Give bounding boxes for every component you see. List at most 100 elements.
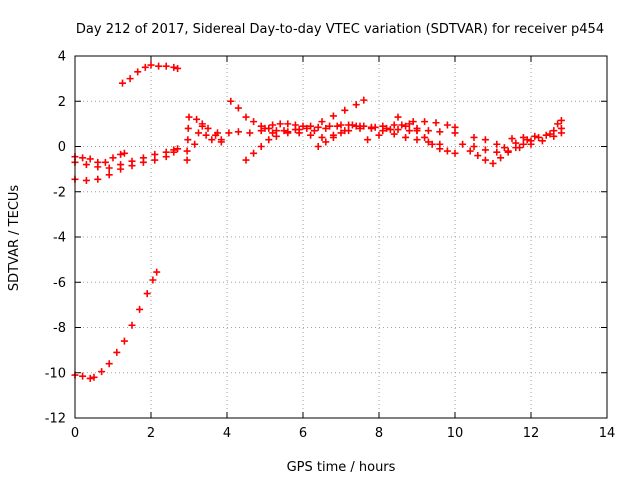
series-arc-r xyxy=(470,129,565,152)
data-point xyxy=(79,154,87,162)
data-point xyxy=(405,127,413,135)
data-point xyxy=(497,154,505,162)
data-point xyxy=(101,158,109,166)
data-point xyxy=(413,127,421,135)
data-point xyxy=(459,140,467,148)
data-point xyxy=(204,124,212,132)
chart-title: Day 212 of 2017, Sidereal Day-to-day VTE… xyxy=(76,22,604,37)
data-point xyxy=(493,148,501,156)
data-point xyxy=(322,124,330,132)
x-tick-label: 10 xyxy=(447,426,464,441)
data-point xyxy=(394,113,402,121)
data-point xyxy=(432,119,440,127)
data-point xyxy=(500,144,508,152)
data-point xyxy=(284,120,292,128)
data-point xyxy=(333,122,341,130)
data-point xyxy=(162,62,170,70)
data-point xyxy=(481,146,489,154)
data-point xyxy=(234,128,242,136)
data-point xyxy=(554,120,562,128)
data-point xyxy=(257,122,265,130)
data-point xyxy=(542,131,550,139)
data-point xyxy=(394,126,402,134)
x-tick-label: 12 xyxy=(523,426,540,441)
series-arc-n xyxy=(394,113,459,157)
data-point xyxy=(134,68,142,76)
data-point xyxy=(227,97,235,105)
x-tick-label: 4 xyxy=(223,426,231,441)
data-point xyxy=(105,360,113,368)
data-point xyxy=(424,127,432,135)
data-point xyxy=(386,126,394,134)
data-point xyxy=(250,149,258,157)
series-arc-low xyxy=(71,268,161,382)
data-point xyxy=(307,122,315,130)
data-point xyxy=(345,127,353,135)
data-point xyxy=(451,149,459,157)
data-point xyxy=(508,135,516,143)
data-point xyxy=(105,171,113,179)
data-point xyxy=(303,124,311,132)
data-point xyxy=(326,122,334,130)
data-point xyxy=(413,136,421,144)
data-point xyxy=(217,138,225,146)
data-point xyxy=(318,118,326,126)
series-arc-j xyxy=(261,120,307,132)
data-point xyxy=(402,133,410,141)
data-point xyxy=(337,129,345,137)
data-point xyxy=(117,150,125,158)
data-point xyxy=(322,138,330,146)
series-arc-d xyxy=(183,113,193,164)
data-point xyxy=(242,113,250,121)
data-point xyxy=(193,115,201,123)
data-point xyxy=(352,101,360,109)
data-point xyxy=(126,75,134,83)
y-tick-label: -2 xyxy=(53,185,66,200)
data-point xyxy=(151,150,159,158)
data-point xyxy=(405,120,413,128)
data-point xyxy=(436,128,444,136)
data-point xyxy=(443,147,451,155)
data-point xyxy=(421,133,429,141)
x-tick-label: 14 xyxy=(599,426,616,441)
data-point xyxy=(436,145,444,153)
data-point xyxy=(174,64,182,72)
data-point xyxy=(421,118,429,126)
data-points xyxy=(71,61,565,382)
data-point xyxy=(183,156,191,164)
data-point xyxy=(523,136,531,144)
data-point xyxy=(535,133,543,141)
data-point xyxy=(481,136,489,144)
data-point xyxy=(428,140,436,148)
data-point xyxy=(284,129,292,137)
data-point xyxy=(531,132,539,140)
data-point xyxy=(504,147,512,155)
data-point xyxy=(269,129,277,137)
data-point xyxy=(451,123,459,131)
data-point xyxy=(269,121,277,129)
data-point xyxy=(153,268,161,276)
data-point xyxy=(512,139,520,147)
y-axis-label: SDTVAR / TECUs xyxy=(7,185,22,292)
data-point xyxy=(318,133,326,141)
data-point xyxy=(94,163,102,171)
series-arc-g xyxy=(225,121,421,137)
y-tick-label: -8 xyxy=(53,321,66,336)
data-point xyxy=(367,123,375,131)
data-point xyxy=(98,368,106,376)
data-point xyxy=(82,161,90,169)
data-point xyxy=(341,106,349,114)
data-point xyxy=(141,63,149,71)
data-point xyxy=(550,127,558,135)
x-tick-label: 2 xyxy=(147,426,155,441)
x-tick-label: 0 xyxy=(71,426,79,441)
series-arc-high xyxy=(119,61,182,87)
data-point xyxy=(149,276,157,284)
y-tick-label: -6 xyxy=(53,276,66,291)
data-point xyxy=(147,61,155,69)
y-tick-label: -12 xyxy=(45,412,66,427)
data-point xyxy=(185,113,193,121)
data-point xyxy=(557,116,565,124)
data-point xyxy=(527,140,535,148)
